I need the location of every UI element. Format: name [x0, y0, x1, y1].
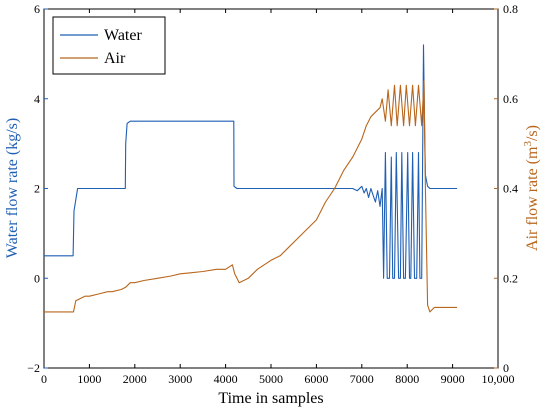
legend-label-water: Water: [104, 27, 142, 44]
y-right-axis-title: Air flow rate (m3/s): [522, 125, 541, 251]
ticks: 0 1000 2000 3000 4000 5000 6000 7000 8000 9000 10,…: [27, 2, 518, 386]
x-tick-label: 3000: [168, 372, 192, 386]
x-tick-label: 2000: [123, 372, 147, 386]
series-lines: [44, 44, 458, 313]
series-line-water: [44, 44, 458, 279]
x-tick-label: 4000: [214, 372, 238, 386]
y-left-tick-label: 4: [34, 92, 40, 106]
y-left-axis-title: Water flow rate (kg/s): [4, 118, 21, 258]
y-right-tick-label: 0.4: [503, 182, 518, 196]
y-right-tick-label: 0: [503, 361, 509, 375]
legend: Water Air: [52, 16, 166, 75]
legend-box: [52, 16, 166, 75]
x-tick-label: 1000: [77, 372, 101, 386]
y-right-tick-label: 0.2: [503, 271, 518, 285]
y-left-tick-label: 2: [34, 182, 40, 196]
y-right-tick-label: 0.8: [503, 2, 518, 16]
y-left-tick-label: 6: [34, 2, 40, 16]
series-line-air: [44, 80, 458, 313]
y-right-title-part-1: Air flow rate (m: [524, 146, 541, 251]
x-tick-label: 6000: [304, 372, 328, 386]
x-tick-label: 7000: [350, 372, 374, 386]
y-left-tick-label: −2: [27, 361, 40, 375]
y-right-title-part-2: /s): [524, 125, 541, 141]
x-axis-title: Time in samples: [218, 390, 323, 407]
x-tick-label: 9000: [441, 372, 465, 386]
x-tick-label: 5000: [259, 372, 283, 386]
y-left-tick-label: 0: [34, 271, 40, 285]
x-tick-label: 0: [41, 372, 47, 386]
legend-label-air: Air: [104, 50, 126, 67]
y-right-title-superscript: 3: [522, 141, 534, 147]
y-right-tick-label: 0.6: [503, 92, 518, 106]
x-tick-label: 10,000: [482, 372, 515, 386]
x-tick-label: 8000: [395, 372, 419, 386]
